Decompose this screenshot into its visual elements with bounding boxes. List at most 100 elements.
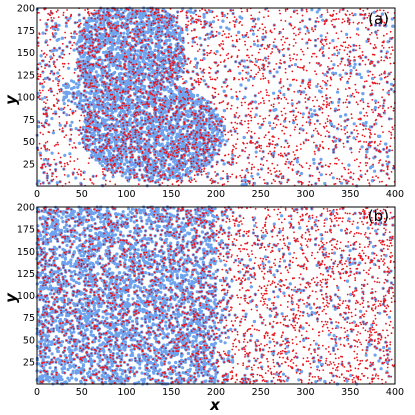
- scatter-point-blue: [181, 173, 185, 177]
- scatter-point-blue: [159, 56, 163, 60]
- scatter-point-blue: [181, 89, 185, 93]
- scatter-point-blue: [288, 83, 292, 87]
- scatter-point-blue: [352, 65, 356, 70]
- scatter-point-blue: [100, 164, 104, 168]
- scatter-point-blue: [150, 31, 154, 36]
- scatter-point-blue: [97, 94, 101, 98]
- scatter-point-blue: [67, 99, 71, 103]
- scatter-point-blue: [136, 42, 140, 46]
- scatter-point-blue: [55, 48, 59, 52]
- scatter-point-blue: [130, 14, 134, 18]
- scatter-point-blue: [184, 159, 188, 164]
- scatter-point-blue: [78, 18, 82, 23]
- scatter-point-blue: [172, 160, 176, 164]
- scatter-point-blue: [347, 163, 351, 167]
- scatter-point-blue: [238, 15, 242, 19]
- scatter-point-blue: [104, 50, 108, 54]
- scatter-point-blue: [352, 136, 356, 140]
- scatter-point-blue: [143, 84, 147, 89]
- scatter-point-blue: [312, 158, 316, 162]
- scatter-point-blue: [256, 172, 260, 176]
- scatter-point-blue: [136, 49, 140, 53]
- scatter-point-blue: [110, 134, 114, 138]
- scatter-point-blue: [319, 90, 323, 94]
- scatter-point-blue: [198, 143, 202, 147]
- scatter-point-blue: [152, 27, 156, 31]
- scatter-point-blue: [337, 100, 341, 104]
- scatter-point-blue: [50, 151, 54, 155]
- scatter-point-blue: [119, 88, 123, 93]
- scatter-point-blue: [160, 69, 164, 73]
- scatter-point-blue: [68, 152, 72, 156]
- scatter-point-blue: [244, 182, 248, 186]
- scatter-point-blue: [125, 159, 129, 163]
- scatter-point-blue: [206, 171, 210, 175]
- scatter-point-blue: [104, 127, 108, 131]
- scatter-point-blue: [41, 85, 45, 89]
- scatter-point-blue: [220, 133, 224, 137]
- scatter-point-blue: [107, 68, 112, 72]
- scatter-point-blue: [122, 152, 126, 156]
- scatter-point-blue: [373, 169, 377, 173]
- scatter-point-blue: [332, 52, 336, 57]
- scatter-point-blue: [321, 18, 325, 22]
- scatter-point-blue: [126, 99, 130, 103]
- scatter-point-blue: [142, 145, 146, 149]
- scatter-point-blue: [251, 32, 256, 36]
- scatter-point-blue: [138, 12, 143, 16]
- scatter-point-blue: [272, 91, 276, 95]
- scatter-point-blue: [302, 90, 306, 94]
- scatter-point-blue: [78, 40, 82, 44]
- scatter-point-blue: [161, 170, 166, 174]
- scatter-point-blue: [92, 92, 96, 96]
- scatter-point-blue: [119, 85, 123, 90]
- scatter-point-blue: [105, 118, 109, 122]
- scatter-point-blue: [106, 37, 110, 41]
- scatter-point-blue: [142, 87, 146, 91]
- scatter-point-blue: [310, 8, 314, 12]
- scatter-point-blue: [312, 161, 316, 165]
- scatter-point-blue: [183, 100, 187, 104]
- scatter-point-blue: [319, 34, 323, 38]
- scatter-point-blue: [212, 109, 216, 113]
- scatter-point-blue: [135, 53, 139, 57]
- scatter-point-blue: [227, 27, 231, 31]
- scatter-point-blue: [356, 27, 360, 31]
- scatter-point-blue: [121, 167, 125, 171]
- scatter-point-blue: [139, 141, 143, 145]
- scatter-point-blue: [184, 109, 188, 114]
- scatter-point-blue: [163, 49, 167, 53]
- scatter-point-blue: [177, 132, 181, 136]
- scatter-point-blue: [157, 51, 162, 55]
- scatter-point-blue: [118, 61, 122, 65]
- scatter-point-blue: [154, 117, 158, 121]
- scatter-point-blue: [85, 27, 90, 31]
- scatter-point-blue: [252, 42, 257, 47]
- scatter-point-blue: [186, 153, 190, 157]
- scatter-point-blue: [135, 121, 139, 125]
- scatter-point-blue: [169, 167, 174, 171]
- scatter-point-blue: [211, 130, 215, 134]
- scatter-point-blue: [295, 160, 299, 164]
- scatter-point-blue: [114, 133, 118, 137]
- scatter-point-blue: [256, 44, 260, 48]
- scatter-point-blue: [219, 144, 223, 148]
- scatter-point-blue: [74, 82, 78, 86]
- scatter-point-blue: [102, 23, 106, 27]
- scatter-point-blue: [144, 160, 148, 164]
- scatter-point-blue: [93, 153, 97, 157]
- scatter-point-blue: [220, 139, 224, 143]
- scatter-point-blue: [174, 23, 178, 28]
- scatter-point-blue: [255, 59, 259, 64]
- scatter-point-blue: [368, 166, 373, 170]
- scatter-point-blue: [215, 113, 220, 117]
- scatter-point-blue: [336, 90, 340, 94]
- scatter-point-blue: [167, 38, 172, 42]
- scatter-points-a: [35, 6, 396, 188]
- scatter-point-blue: [62, 91, 66, 95]
- scatter-point-blue: [170, 79, 174, 83]
- scatter-point-blue: [99, 23, 103, 27]
- scatter-point-blue: [76, 85, 80, 89]
- scatter-point-blue: [140, 163, 144, 168]
